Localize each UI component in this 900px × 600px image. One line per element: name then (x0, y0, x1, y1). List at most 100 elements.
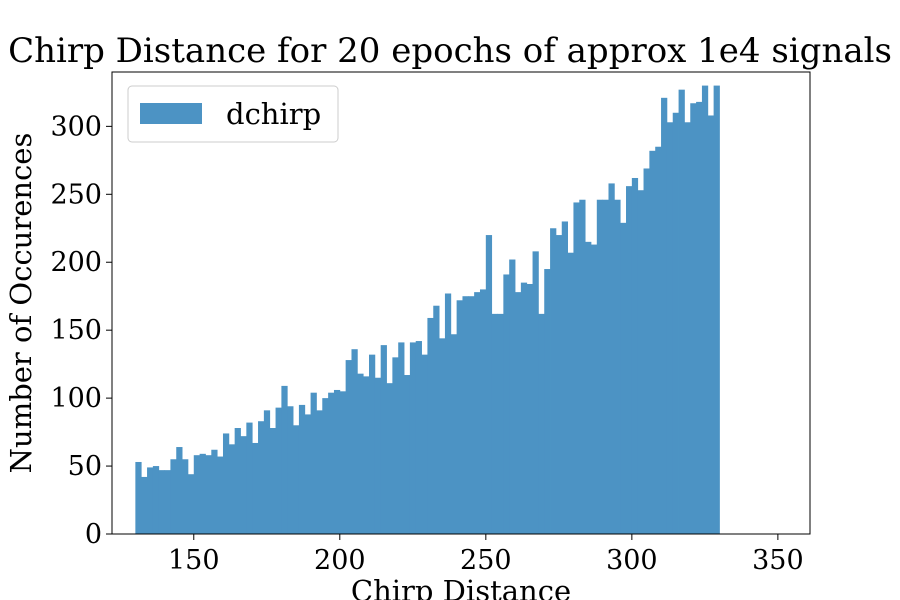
y-tick-label: 150 (50, 315, 102, 346)
histogram-bar (357, 373, 364, 534)
bars-group (135, 85, 720, 535)
histogram-bar (392, 357, 399, 534)
x-tick-label: 350 (752, 545, 804, 576)
histogram-bar (316, 410, 323, 534)
histogram-bar (170, 459, 177, 534)
histogram-bar (304, 414, 311, 534)
histogram-bar (240, 436, 247, 534)
histogram-bar (421, 354, 428, 534)
histogram-bar (526, 283, 533, 534)
y-axis-label: Number of Occurences (4, 133, 38, 474)
histogram-bar (345, 360, 352, 534)
histogram-bar (269, 428, 276, 534)
histogram-bar (380, 345, 387, 534)
histogram-bar (217, 456, 224, 534)
histogram-bar (661, 97, 668, 534)
histogram-bar (678, 89, 685, 534)
histogram-bar (193, 455, 201, 534)
histogram-bar (672, 112, 679, 534)
histogram-bar (497, 313, 504, 534)
histogram-bar (550, 228, 557, 534)
histogram-bar (596, 199, 604, 535)
histogram-bar (444, 293, 452, 534)
y-tick-label: 0 (85, 519, 102, 550)
histogram-bar (363, 376, 370, 534)
legend-label-dchirp: dchirp (226, 97, 321, 131)
histogram-bar (532, 251, 539, 535)
histogram-bar (409, 342, 417, 534)
histogram-bar (328, 392, 335, 534)
histogram-bar (310, 392, 317, 534)
histogram-bar (351, 349, 358, 534)
histogram-bar (701, 85, 709, 534)
histogram-bar (626, 186, 633, 534)
histogram-bar (404, 375, 411, 534)
histogram-bar (707, 115, 715, 534)
histogram-bar (439, 338, 446, 534)
histogram-bar (585, 241, 592, 534)
y-tick-label: 300 (50, 111, 102, 142)
histogram-bar (590, 244, 598, 534)
histogram-bar (643, 168, 650, 535)
histogram-bar (631, 177, 639, 535)
histogram-bar (503, 274, 510, 534)
histogram-bar (491, 313, 498, 534)
histogram-bar (182, 459, 189, 534)
y-tick-label: 50 (68, 451, 102, 482)
y-tick-label: 250 (50, 179, 102, 210)
histogram-bar (520, 282, 528, 534)
legend: dchirp (127, 85, 339, 143)
histogram-bar (690, 103, 697, 534)
histogram-bar (258, 421, 265, 534)
histogram-bar (322, 398, 329, 534)
histogram-bar (696, 101, 703, 534)
histogram-bar (141, 476, 148, 534)
histogram-bar (573, 202, 580, 534)
plot-frame (111, 71, 811, 535)
histogram-bar (234, 428, 241, 534)
histogram-bar (474, 292, 481, 534)
histogram-bar (164, 470, 171, 534)
histogram-bar (450, 334, 458, 534)
y-tick-label: 100 (50, 383, 102, 414)
legend-swatch-dchirp (140, 103, 202, 124)
histogram-bar (211, 449, 218, 534)
histogram-bar (620, 222, 627, 534)
histogram-bar (655, 146, 662, 535)
histogram-bar (398, 342, 405, 534)
legend-box (127, 85, 339, 143)
x-tick-label: 200 (314, 545, 366, 576)
histogram-bar (433, 305, 440, 534)
histogram-bar (369, 354, 376, 534)
x-tick-label: 300 (606, 545, 658, 576)
histogram-bar (298, 404, 306, 534)
histogram-bar (462, 296, 469, 534)
histogram-bar (561, 221, 568, 534)
histogram-bar (544, 269, 551, 534)
histogram-bar (608, 183, 615, 535)
histogram-bar (684, 122, 691, 534)
histogram-bar (246, 422, 253, 534)
histogram-bar (386, 383, 393, 534)
histogram-bar (176, 447, 183, 534)
y-axis-ticks: 0 50 100 150 200 250 300 (50, 111, 112, 550)
histogram-bar (479, 289, 487, 534)
histogram-bar (222, 433, 230, 534)
histogram-bar (339, 391, 347, 534)
histogram-bar (205, 455, 212, 534)
histogram-bar (281, 385, 288, 534)
histogram-bar (152, 466, 160, 534)
chart-title: Chirp Distance for 20 epochs of approx 1… (8, 31, 892, 71)
histogram-bar (567, 252, 574, 534)
histogram-bar (415, 341, 422, 534)
histogram-bar (468, 296, 475, 534)
x-tick-label: 250 (460, 545, 512, 576)
x-tick-label: 150 (168, 545, 220, 576)
histogram-bar (228, 444, 236, 534)
histogram-bar (602, 199, 609, 535)
histogram-bar (555, 235, 563, 534)
histogram-bar (485, 235, 493, 534)
histogram-bar (637, 190, 644, 534)
histogram-bar (135, 461, 142, 534)
